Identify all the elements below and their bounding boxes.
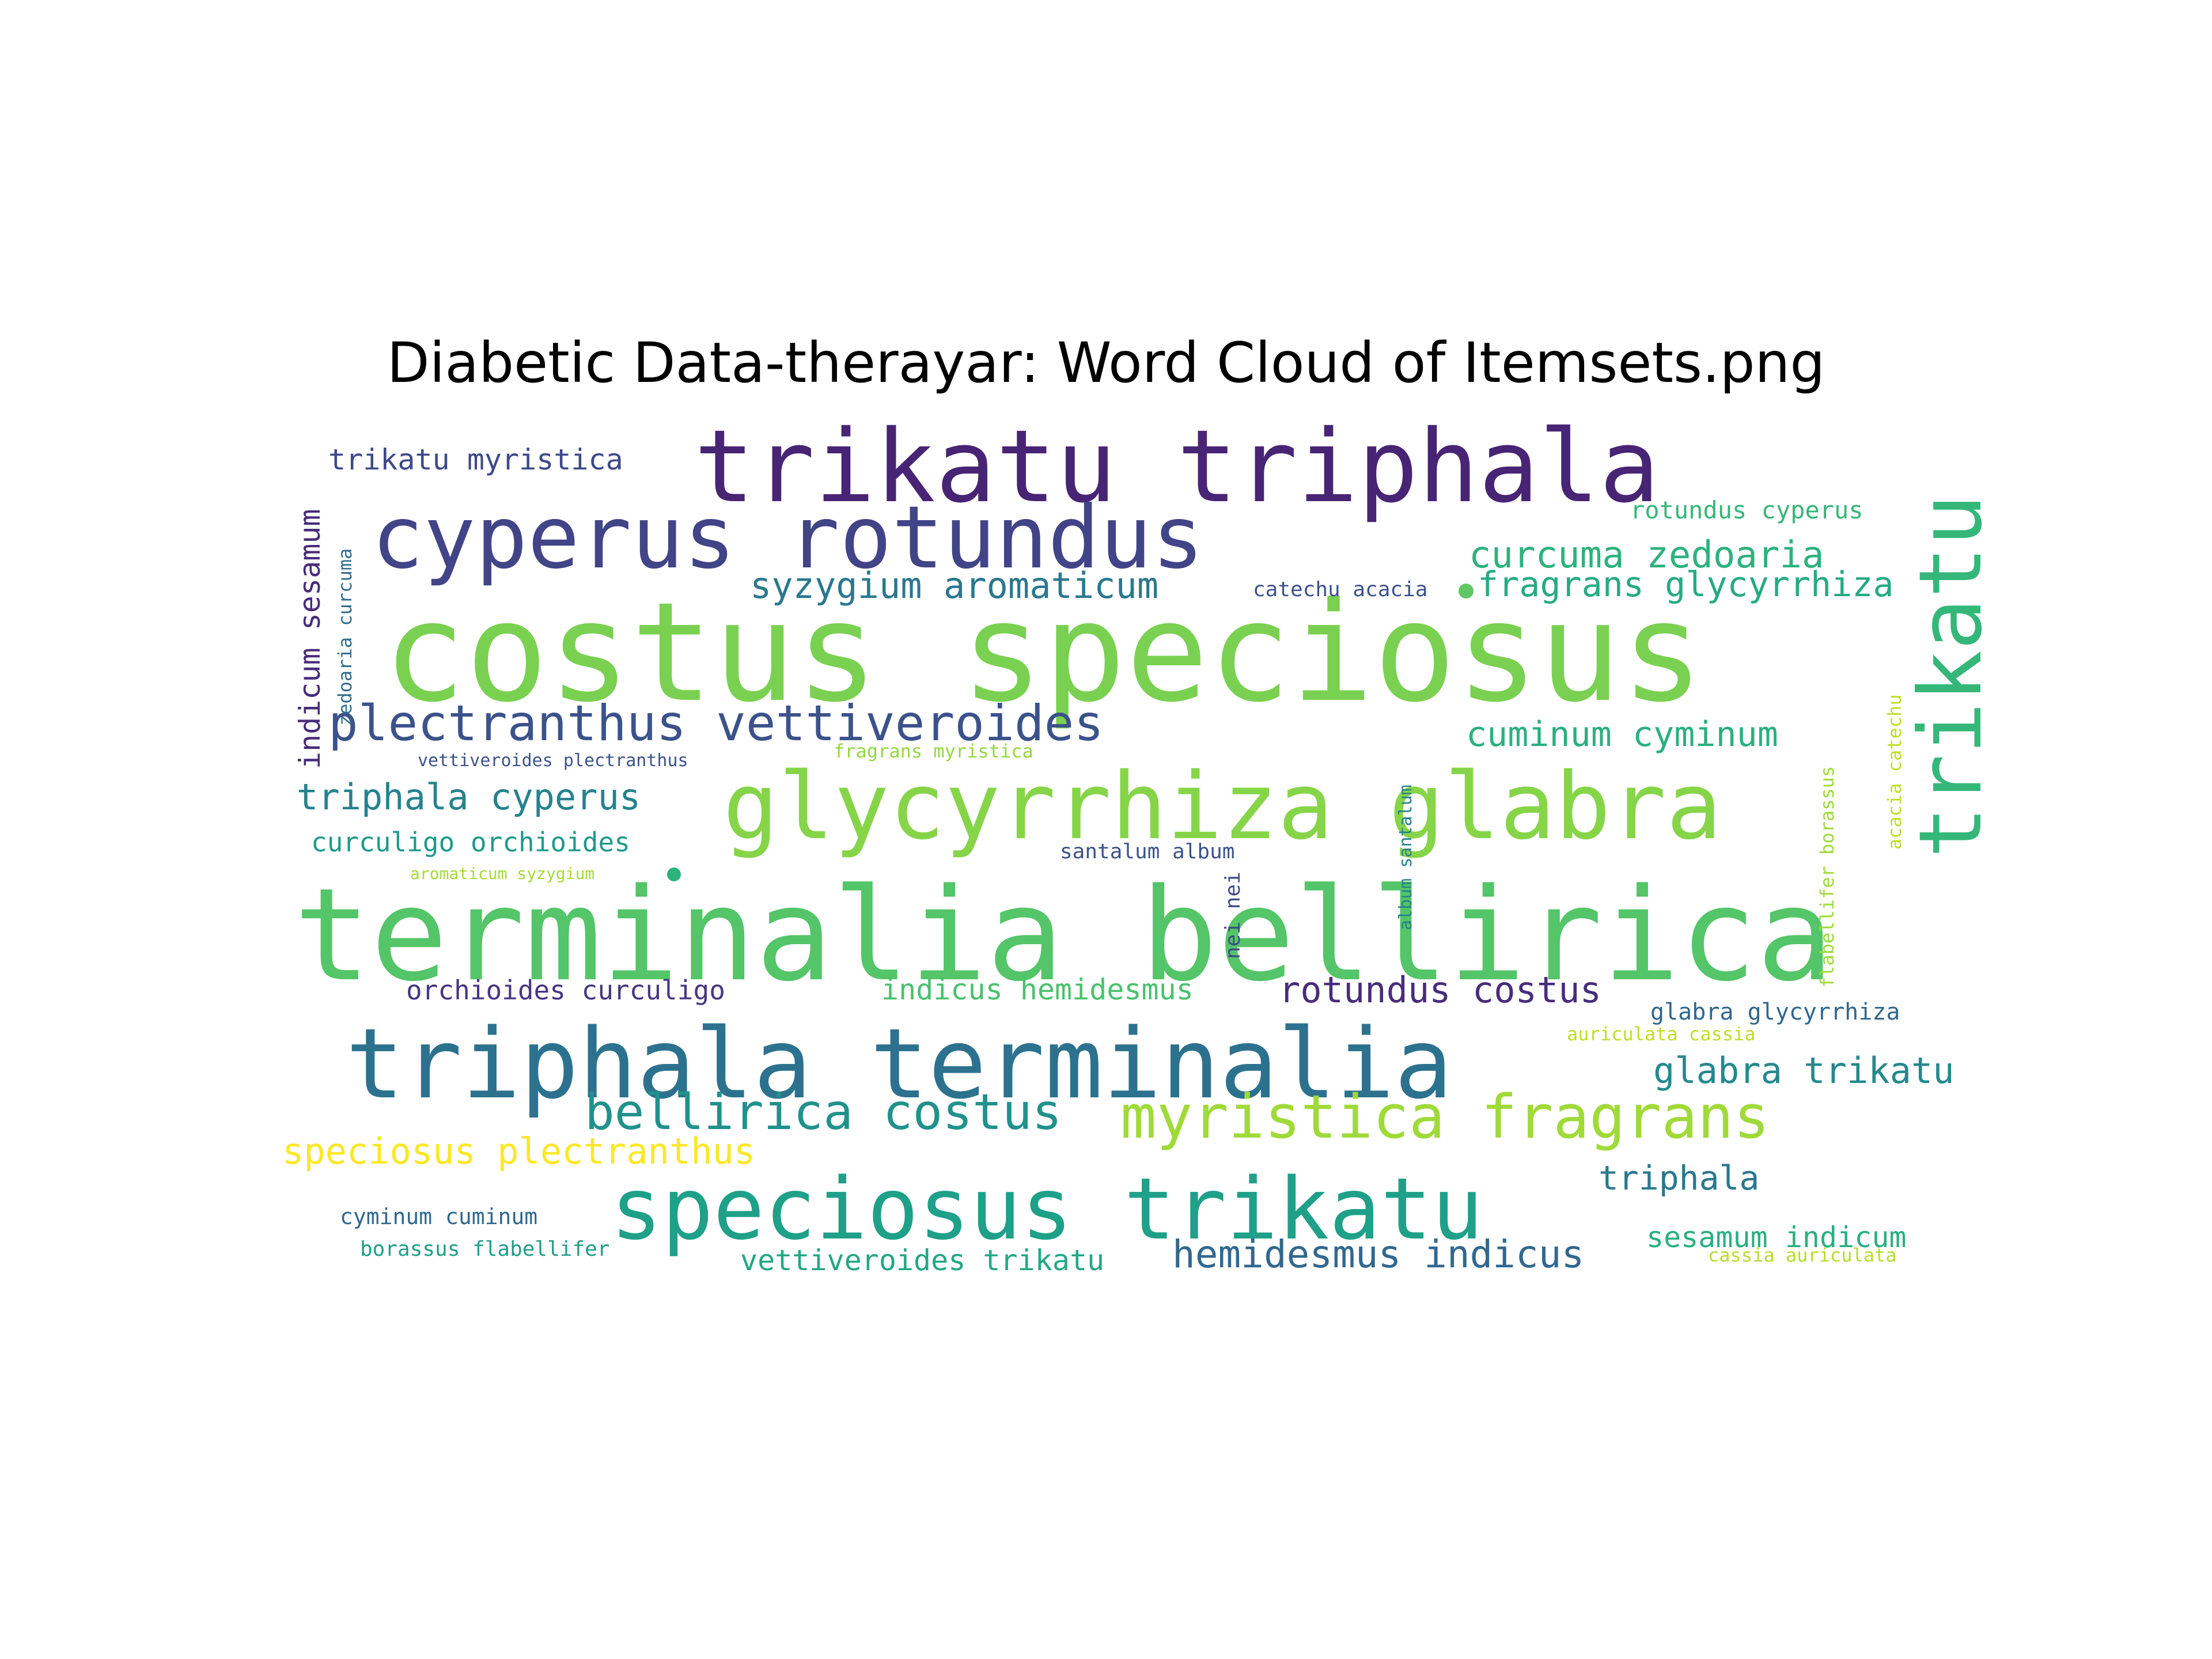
word-terminalia-bellirica: terminalia bellirica xyxy=(294,861,1834,1010)
word-flabellifer-borassus: flabellifer borassus xyxy=(1816,766,1838,988)
word-glycyrrhiza-glabra: glycyrrhiza glabra xyxy=(723,752,1722,860)
word-album-santalum: album santalum xyxy=(1396,785,1416,930)
word-aromaticum-syzygium: aromaticum syzygium xyxy=(410,864,594,883)
word-indicus-hemidesmus: indicus hemidesmus xyxy=(881,973,1194,1006)
word-trikatu-triphala: trikatu triphala xyxy=(694,408,1660,525)
word-costus-speciosus: costus speciosus xyxy=(383,573,1704,733)
word-vettiveroides-trikatu: vettiveroides trikatu xyxy=(740,1244,1104,1277)
word-cuminum-cyminum: cuminum cyminum xyxy=(1466,714,1778,755)
word-cassia-auriculata: cassia auriculata xyxy=(1708,1244,1897,1266)
word-myristica-fragrans: myristica fragrans xyxy=(1120,1082,1770,1152)
dot-mark xyxy=(667,868,681,881)
word-indicum-sesamum: indicum sesamum xyxy=(293,509,327,769)
word-cyminum-cuminum: cyminum cuminum xyxy=(340,1204,537,1229)
word-vettiveroides-plectranthus: vettiveroides plectranthus xyxy=(418,751,688,771)
word-acacia-catechu: acacia catechu xyxy=(1884,694,1906,850)
word-triphala-terminalia: triphala terminalia xyxy=(346,1007,1453,1120)
word-curculigo-orchioides: curculigo orchioides xyxy=(311,827,630,858)
word-trikatu-myristica: trikatu myristica xyxy=(328,443,623,476)
word-nei-nei: nei nei xyxy=(1221,872,1245,959)
word-zedoaria-curcuma: zedoaria curcuma xyxy=(334,548,356,726)
word-rotundus-cyperus: rotundus cyperus xyxy=(1630,496,1863,524)
word-fragrans-myristica: fragrans myristica xyxy=(834,740,1033,762)
word-santalum-album: santalum album xyxy=(1060,840,1234,863)
word-speciosus-trikatu: speciosus trikatu xyxy=(611,1160,1483,1259)
word-orchioides-curculigo: orchioides curculigo xyxy=(406,975,725,1006)
chart-title: Diabetic Data-therayar: Word Cloud of It… xyxy=(387,331,1825,395)
word-auriculata-cassia: auriculata cassia xyxy=(1567,1023,1756,1045)
word-speciosus-plectranthus: speciosus plectranthus xyxy=(282,1130,755,1172)
word-triphala-cyperus: triphala cyperus xyxy=(297,776,641,818)
word-sesamum-indicum: sesamum indicum xyxy=(1646,1221,1907,1254)
word-borassus-flabellifer: borassus flabellifer xyxy=(360,1237,609,1261)
word-curcuma-zedoaria: curcuma zedoaria xyxy=(1469,534,1824,577)
dot-mark xyxy=(1459,584,1474,599)
word-rotundus-costus: rotundus costus xyxy=(1279,969,1601,1011)
word-hemidesmus-indicus: hemidesmus indicus xyxy=(1172,1232,1584,1277)
word-plectranthus-vettiveroides: plectranthus vettiveroides xyxy=(328,695,1104,752)
word-glabra-glycyrrhiza: glabra glycyrrhiza xyxy=(1650,999,1900,1025)
word-cyperus-rotundus: cyperus rotundus xyxy=(372,488,1204,588)
word-bellirica-costus: bellirica costus xyxy=(585,1084,1062,1141)
word-syzygium-aromaticum: syzygium aromaticum xyxy=(750,565,1158,607)
word-triphala: triphala xyxy=(1599,1158,1759,1198)
word-fragrans-glycyrrhiza: fragrans glycyrrhiza xyxy=(1478,565,1893,605)
word-catechu-acacia: catechu acacia xyxy=(1253,578,1427,601)
word-glabra-trikatu: glabra trikatu xyxy=(1653,1050,1955,1092)
word-trikatu: trikatu xyxy=(1901,494,2001,858)
